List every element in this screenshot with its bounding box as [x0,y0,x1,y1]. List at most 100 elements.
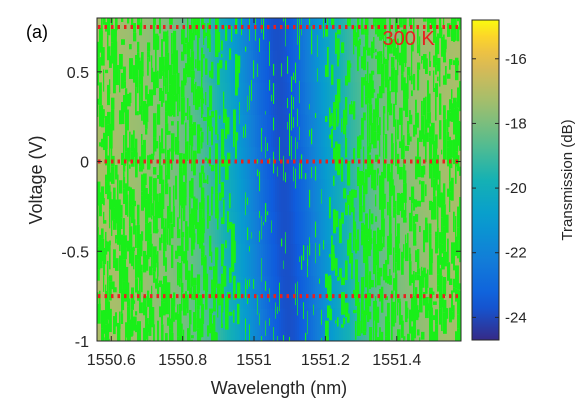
heatmap-cell [395,179,398,213]
noise-speck [205,92,207,106]
noise-speck [297,141,298,150]
noise-speck [273,83,275,104]
noise-speck [351,106,355,111]
noise-speck [101,228,104,239]
heatmap-cell [401,147,404,181]
noise-speck [311,128,313,145]
noise-speck [351,264,353,271]
heatmap-cell [105,18,108,51]
noise-speck [371,113,373,123]
noise-speck [415,287,418,306]
heatmap-cell [321,211,324,245]
noise-speck [389,196,392,217]
noise-speck [437,184,440,207]
heatmap-cell [281,276,284,310]
heatmap-cell [213,179,216,213]
noise-speck [191,51,195,71]
heatmap-cell [119,18,122,51]
noise-speck [123,235,127,260]
heatmap-cell [395,50,398,84]
heatmap-cell [223,276,226,310]
noise-speck [399,301,402,325]
noise-speck [155,33,159,50]
noise-speck [201,114,203,118]
noise-speck [97,73,100,86]
heatmap-cell [337,50,340,84]
heatmap-cell [109,18,112,51]
heatmap-cell [97,114,100,148]
noise-speck [147,155,151,170]
heatmap-cell [157,211,160,245]
noise-speck [387,275,390,284]
noise-speck [161,148,165,154]
heatmap-cell [421,147,424,181]
heatmap-cell [235,179,238,213]
heatmap-cell [267,211,270,245]
noise-speck [281,238,283,247]
noise-speck [153,324,155,341]
heatmap-cell [419,308,422,341]
heatmap-cell [459,147,461,181]
heatmap-cell [161,18,164,51]
noise-speck [163,218,165,228]
heatmap-cell [433,82,436,116]
heatmap-cell [253,50,256,84]
heatmap-cell [105,211,108,245]
heatmap-cell [235,18,238,51]
noise-speck [193,83,195,106]
heatmap-cell [113,114,116,148]
noise-speck [139,105,143,115]
heatmap-cell [263,82,266,116]
heatmap-cell [275,179,278,213]
noise-speck [285,18,287,27]
heatmap-cell [373,18,376,51]
heatmap-cell [345,211,348,245]
heatmap-cell [227,50,230,84]
noise-speck [175,73,177,86]
noise-speck [167,228,169,245]
heatmap-cell [143,82,146,116]
heatmap-cell [127,50,130,84]
noise-speck [333,102,336,109]
noise-speck [135,225,137,248]
noise-speck [373,36,375,53]
y-tick-label: 0.5 [67,65,89,82]
heatmap-cell [363,82,366,116]
noise-speck [181,29,185,45]
heatmap-cell [259,114,262,148]
noise-speck [365,80,369,97]
heatmap-cell [231,179,234,213]
noise-speck [129,206,133,217]
noise-speck [371,80,374,99]
noise-speck [429,205,432,211]
heatmap-cell [215,308,218,341]
heatmap-cell [257,308,260,341]
noise-speck [269,41,270,66]
noise-speck [291,136,292,160]
heatmap-cell [449,82,452,116]
heatmap-cell [273,50,276,84]
noise-speck [425,226,429,243]
noise-speck [459,135,461,151]
noise-speck [115,312,117,327]
noise-speck [427,269,429,288]
heatmap-cell [401,82,404,116]
heatmap-cell [359,276,362,310]
noise-speck [103,264,105,276]
noise-speck [335,116,337,128]
heatmap-cell [257,211,260,245]
noise-speck [299,162,300,180]
heatmap-cell [333,114,336,148]
noise-speck [203,179,207,184]
noise-speck [161,209,164,229]
heatmap-cell [143,308,146,341]
noise-speck [157,320,159,341]
noise-speck [123,135,125,159]
noise-speck [337,143,341,153]
noise-speck [159,18,161,34]
heatmap-cell [279,179,282,213]
noise-speck [361,28,365,35]
heatmap-cell [283,50,286,84]
noise-speck [367,83,371,99]
heatmap-cell [215,211,218,245]
